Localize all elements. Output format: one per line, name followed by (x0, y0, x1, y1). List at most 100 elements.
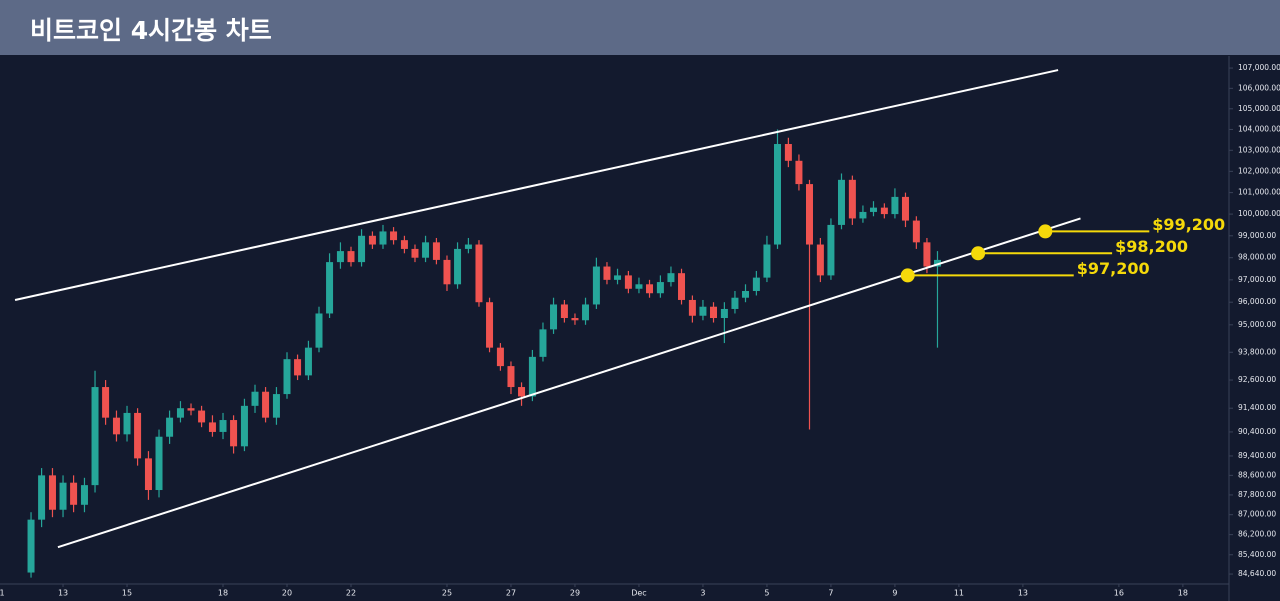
candle-body (624, 275, 632, 289)
candle-body (326, 262, 334, 314)
y-tick-label: 107,000.00 (1238, 63, 1280, 72)
candle-body (795, 160, 803, 185)
candle-body (112, 417, 120, 435)
level-dot (1038, 224, 1053, 239)
y-tick-label: 87,800.00 (1238, 490, 1276, 499)
candle-body (742, 290, 750, 298)
candle-body (560, 304, 568, 319)
x-tick-label: 9 (892, 589, 897, 598)
y-tick-label: 92,600.00 (1238, 375, 1276, 384)
y-tick-label: 89,400.00 (1238, 451, 1276, 460)
candle-body (304, 347, 312, 376)
candle-body (603, 266, 611, 280)
plot-background (0, 56, 1280, 601)
candle-body (614, 275, 622, 280)
candle-body (688, 299, 696, 316)
candle-body (155, 436, 163, 491)
candle-body (91, 387, 99, 486)
y-tick-label: 88,600.00 (1238, 470, 1276, 479)
y-tick-label: 87,000.00 (1238, 510, 1276, 519)
x-tick-label: 5 (764, 589, 769, 598)
candle-body (571, 318, 579, 321)
x-tick-label: 29 (570, 589, 580, 598)
candle-body (219, 420, 227, 432)
candle-body (635, 284, 643, 289)
candle-body (294, 359, 302, 376)
candle-body (912, 220, 920, 243)
candle-body (539, 329, 547, 357)
candle-body (432, 242, 440, 260)
candle-body (368, 235, 376, 245)
candle-body (464, 244, 472, 249)
candle-body (208, 422, 216, 432)
candle-body (230, 420, 238, 447)
candle-body (443, 259, 451, 285)
candle-body (347, 251, 355, 263)
candle-body (272, 394, 280, 418)
candle-body (475, 244, 483, 303)
y-tick-label: 86,200.00 (1238, 530, 1276, 539)
candle-body (731, 297, 739, 309)
candle-body (933, 259, 941, 267)
candle-body (528, 356, 536, 397)
y-tick-label: 98,000.00 (1238, 253, 1276, 262)
y-tick-label: 99,000.00 (1238, 231, 1276, 240)
candle-body (859, 211, 867, 219)
candle-body (507, 366, 515, 388)
candle-body (70, 482, 78, 505)
y-tick-label: 101,000.00 (1238, 188, 1280, 197)
y-tick-label: 97,000.00 (1238, 275, 1276, 284)
x-tick-label: 18 (1178, 589, 1188, 598)
candle-body (805, 184, 813, 245)
x-tick-label: 1 (0, 589, 5, 598)
candle-body (454, 248, 462, 285)
y-tick-label: 106,000.00 (1238, 83, 1280, 92)
candle-body (582, 304, 590, 321)
level-label: $99,200 (1152, 215, 1225, 234)
candle-body (48, 475, 56, 510)
y-tick-label: 96,000.00 (1238, 297, 1276, 306)
y-tick-label: 84,640.00 (1238, 569, 1276, 578)
candle-body (763, 244, 771, 278)
level-label: $98,200 (1115, 237, 1188, 256)
candle-body (198, 410, 206, 423)
candle-body (720, 308, 728, 319)
x-tick-label: 27 (506, 589, 516, 598)
y-tick-label: 85,400.00 (1238, 550, 1276, 559)
y-tick-label: 100,000.00 (1238, 209, 1280, 218)
candle-body (699, 306, 707, 316)
candle-body (848, 179, 856, 219)
candle-body (59, 482, 67, 510)
candle-body (678, 273, 686, 300)
candle-body (411, 248, 419, 258)
candle-body (134, 412, 142, 459)
x-tick-label: 15 (122, 589, 132, 598)
candle-body (240, 405, 248, 447)
candle-body (251, 391, 259, 406)
y-tick-label: 90,400.00 (1238, 427, 1276, 436)
candle-body (38, 475, 46, 520)
x-tick-label: 11 (954, 589, 964, 598)
candle-body (827, 224, 835, 276)
y-tick-label: 91,400.00 (1238, 403, 1276, 412)
candle-body (390, 231, 398, 241)
y-tick-label: 93,800.00 (1238, 347, 1276, 356)
candle-body (176, 408, 184, 418)
candle-body (166, 417, 174, 437)
y-tick-label: 95,000.00 (1238, 320, 1276, 329)
candle-body (496, 347, 504, 367)
candle-body (773, 144, 781, 245)
x-tick-label: 25 (442, 589, 452, 598)
candle-body (710, 306, 718, 319)
candle-body (187, 408, 195, 411)
x-tick-label: 13 (1018, 589, 1028, 598)
candle-body (262, 391, 270, 418)
candle-body (891, 196, 899, 215)
candle-body (144, 458, 152, 491)
candle-body (80, 485, 88, 505)
candle-body (869, 207, 877, 212)
candle-body (422, 242, 430, 258)
candle-body (880, 207, 888, 215)
